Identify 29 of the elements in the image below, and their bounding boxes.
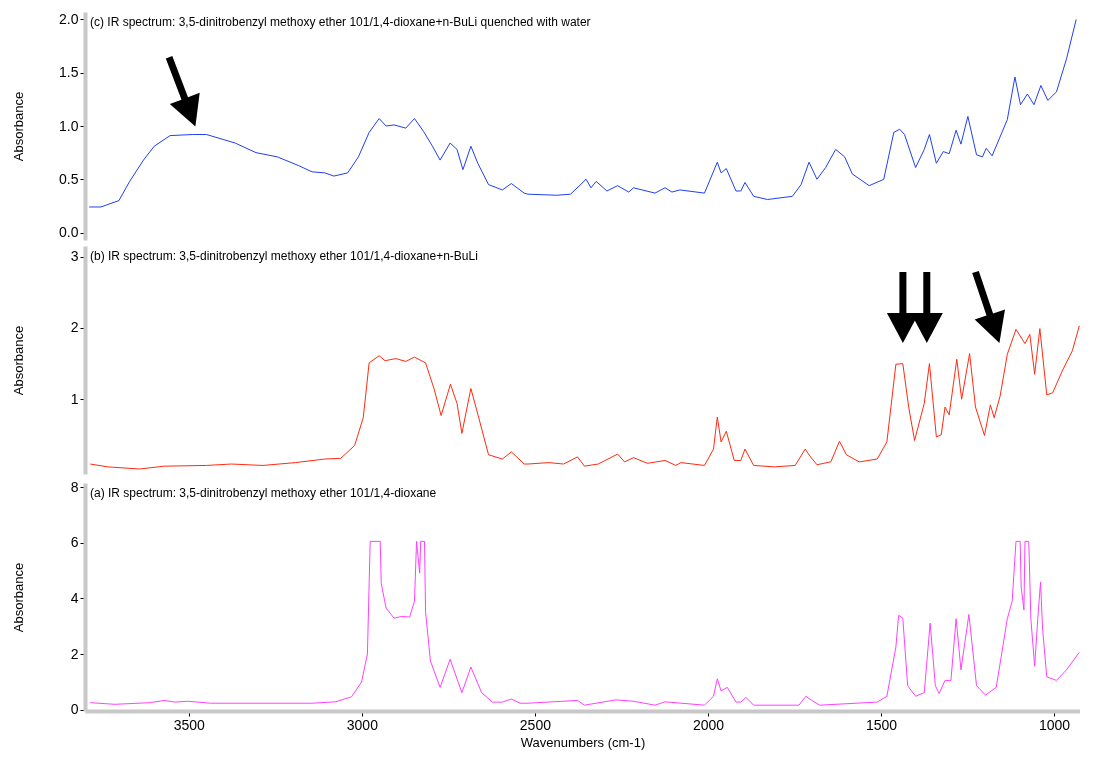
y-tick-label: 4 bbox=[70, 589, 79, 606]
line-series bbox=[88, 18, 1077, 208]
chart-title: (a) IR spectrum: 3,5-dinitrobenzyl methoxy ether 101/1,4-dioxane bbox=[90, 486, 437, 500]
y-axis-title: Absorbance bbox=[10, 562, 26, 633]
x-axis-title: Wavenumbers (cm-1) bbox=[520, 734, 646, 750]
y-axis-title: Absorbance bbox=[10, 325, 26, 396]
y-tick-label: 0 bbox=[70, 701, 79, 718]
y-tick-label: 6 bbox=[70, 534, 79, 551]
chart-title: (b) IR spectrum: 3,5-dinitrobenzyl methoxy ether 101/1,4-dioxane+n-BuLi bbox=[90, 249, 478, 263]
y-tick-label: 2.0 bbox=[59, 10, 79, 27]
x-tick-label: 2500 bbox=[519, 716, 552, 733]
y-tick-label: 1.0 bbox=[59, 117, 79, 134]
y-tick-label: 1.5 bbox=[59, 64, 79, 81]
y-axis-title: Absorbance bbox=[10, 91, 26, 162]
x-tick-label: 3000 bbox=[346, 716, 379, 733]
y-tick-label: 0.5 bbox=[59, 170, 79, 187]
y-tick-label: 2 bbox=[70, 319, 79, 336]
x-tick-label: 2000 bbox=[692, 716, 725, 733]
x-tick-label: 1000 bbox=[1038, 716, 1071, 733]
y-tick-label: 0.0 bbox=[59, 224, 79, 241]
y-tick-label: 1 bbox=[70, 390, 79, 407]
y-tick-label: 3 bbox=[70, 248, 79, 265]
y-tick-label: 8 bbox=[70, 478, 79, 495]
chart-title: (c) IR spectrum: 3,5-dinitrobenzyl methoxy ether 101/1,4-dioxane+n-BuLi quenched with water bbox=[90, 15, 591, 29]
x-tick-label: 3500 bbox=[173, 716, 206, 733]
line-series bbox=[89, 325, 1080, 470]
y-tick-label: 2 bbox=[70, 645, 79, 662]
line-series bbox=[89, 540, 1080, 706]
x-tick-label: 1500 bbox=[865, 716, 898, 733]
